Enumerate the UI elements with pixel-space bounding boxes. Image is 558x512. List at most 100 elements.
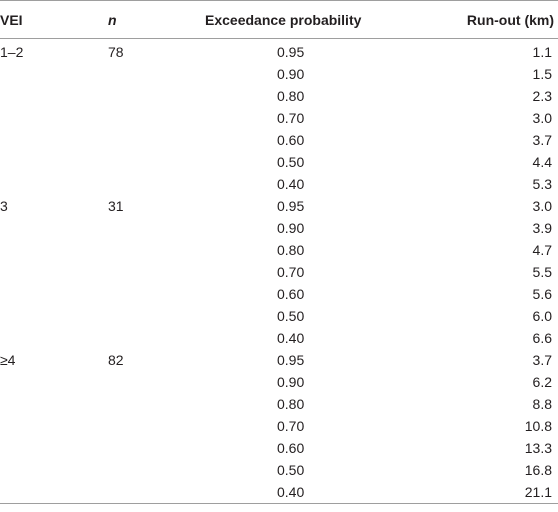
run-out-cell: 4.7 [532,242,552,258]
vei-cell [0,129,105,151]
n-cell [105,107,205,129]
n-cell [105,437,205,459]
vei-cell [0,459,105,481]
n-cell [105,239,205,261]
run-out-cell: 3.0 [532,110,552,126]
exceedance-probability-cell: 0.70 [277,110,305,126]
n-cell: 82 [108,352,124,368]
run-out-cell: 6.0 [532,308,552,324]
table-row: 0.60 3.7 [0,129,558,151]
run-out-cell: 16.8 [524,462,552,478]
exceedance-probability-cell: 0.90 [277,374,305,390]
table-row: 3 31 0.95 3.0 [0,195,558,217]
table-row: 1–2 78 0.95 1.1 [0,39,558,64]
vei-cell [0,305,105,327]
n-cell [105,459,205,481]
exceedance-probability-cell: 0.50 [277,462,305,478]
run-out-cell: 6.6 [532,330,552,346]
n-cell [105,217,205,239]
table-row: 0.70 5.5 [0,261,558,283]
exceedance-probability-cell: 0.40 [277,176,305,192]
vei-cell [0,239,105,261]
n-cell [105,327,205,349]
run-out-cell: 21.1 [524,484,552,500]
exceedance-probability-cell: 0.60 [277,132,305,148]
n-cell: 78 [108,44,124,60]
table-row: ≥4 82 0.95 3.7 [0,349,558,371]
table-row: 0.50 6.0 [0,305,558,327]
n-cell [105,393,205,415]
exceedance-probability-cell: 0.40 [277,484,305,500]
vei-cell [0,481,105,504]
exceedance-probability-cell: 0.50 [277,154,305,170]
n-cell [105,151,205,173]
table-row: 0.50 4.4 [0,151,558,173]
run-out-cell: 5.5 [532,264,552,280]
table-row: 0.40 5.3 [0,173,558,195]
exceedance-probability-cell: 0.95 [277,352,305,368]
table-row: 0.70 3.0 [0,107,558,129]
header-n: n [108,11,117,28]
vei-cell [0,85,105,107]
run-out-cell: 1.1 [532,44,552,60]
table-row: 0.90 6.2 [0,371,558,393]
n-cell [105,415,205,437]
exceedance-probability-cell: 0.90 [277,220,305,236]
vei-cell [0,173,105,195]
vei-cell [0,283,105,305]
table-row: 0.50 16.8 [0,459,558,481]
exceedance-probability-cell: 0.60 [277,286,305,302]
table-row: 0.60 13.3 [0,437,558,459]
vei-cell [0,371,105,393]
n-cell [105,85,205,107]
exceedance-probability-cell: 0.95 [277,198,305,214]
n-cell [105,481,205,504]
n-cell [105,173,205,195]
run-out-cell: 1.5 [532,66,552,82]
table-row: 0.80 2.3 [0,85,558,107]
run-out-cell: 3.9 [532,220,552,236]
vei-cell: 3 [0,198,8,214]
table-row: 0.90 1.5 [0,63,558,85]
run-out-cell: 5.3 [532,176,552,192]
exceedance-probability-cell: 0.80 [277,396,305,412]
vei-cell [0,217,105,239]
vei-cell [0,151,105,173]
vei-cell: ≥4 [0,352,16,368]
table-body: 1–2 78 0.95 1.1 0.90 1.5 0.80 2.3 0.70 3.0 0.60 3.7… [0,39,558,504]
exceedance-probability-cell: 0.95 [277,44,305,60]
table-row: 0.40 21.1 [0,481,558,504]
exceedance-probability-cell: 0.50 [277,308,305,324]
table-row: 0.80 4.7 [0,239,558,261]
table-row: 0.80 8.8 [0,393,558,415]
exceedance-probability-cell: 0.80 [277,242,305,258]
vei-cell [0,107,105,129]
run-out-cell: 4.4 [532,154,552,170]
header-run-out: Run-out (km) [466,11,554,28]
exceedance-probability-cell: 0.80 [277,88,305,104]
exceedance-probability-cell: 0.70 [277,418,305,434]
run-out-cell: 5.6 [532,286,552,302]
exceedance-probability-cell: 0.70 [277,264,305,280]
run-out-cell: 13.3 [524,440,552,456]
run-out-cell: 8.8 [532,396,552,412]
run-out-cell: 2.3 [532,88,552,104]
n-cell [105,371,205,393]
run-out-cell: 10.8 [524,418,552,434]
n-cell [105,63,205,85]
n-cell: 31 [108,198,124,214]
table-row: 0.90 3.9 [0,217,558,239]
table-row: 0.40 6.6 [0,327,558,349]
exceedance-probability-cell: 0.40 [277,330,305,346]
exceedance-probability-cell: 0.60 [277,440,305,456]
header-vei: VEI [0,11,23,28]
header-row: VEI n Exceedance probability Run-out (km… [0,0,558,39]
n-cell [105,129,205,151]
run-out-cell: 3.7 [532,132,552,148]
vei-cell [0,393,105,415]
vei-cell: 1–2 [0,44,24,60]
n-cell [105,261,205,283]
vei-cell [0,327,105,349]
vei-cell [0,261,105,283]
